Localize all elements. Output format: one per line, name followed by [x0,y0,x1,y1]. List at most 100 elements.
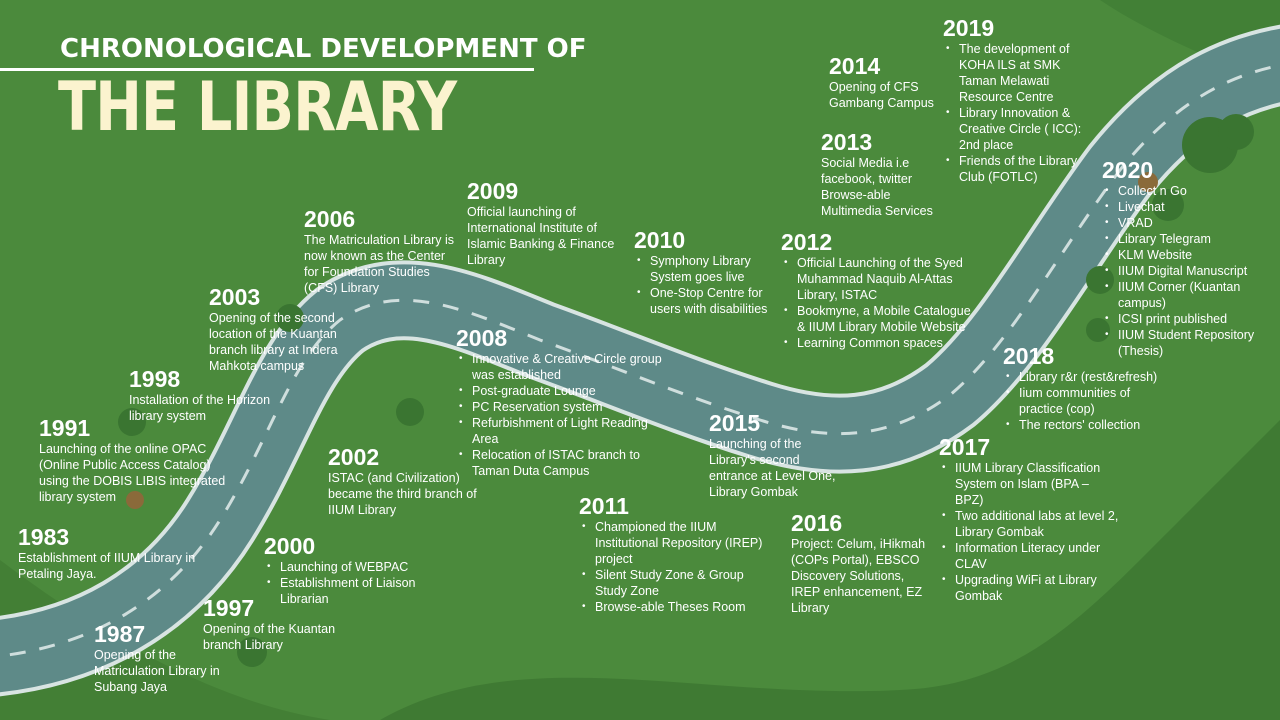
event-item-list: Symphony Library System goes live One-St… [634,253,784,317]
event-item: Launching of WEBPAC [264,559,444,575]
event-year: 2003 [209,284,261,310]
event-year: 2017 [939,434,991,460]
event-item: The development of KOHA ILS at SMK Taman… [943,41,1091,105]
event-year: 2018 [1003,343,1055,369]
event-text: Installation of the Horizon library syst… [129,393,271,423]
event-item: Livechat [1102,199,1262,215]
timeline-event-2018: 2018 Library r&r (rest&refresh) Iium com… [1003,343,1163,433]
event-text: Launching of the online OPAC (Online Pub… [39,442,226,504]
tree [276,304,304,332]
event-year: 2014 [829,53,881,79]
event-year: 2020 [1102,157,1154,183]
event-item: Browse-able Theses Room [579,599,764,615]
event-item: Iium communities of practice (cop) [1003,385,1163,417]
event-year: 2019 [943,15,995,41]
event-text: Opening of CFS Gambang Campus [829,80,934,110]
timeline-event-2015: 2015 Launching of the Library's second e… [709,410,849,500]
event-text: The Matriculation Library is now known a… [304,233,455,295]
grass-patch-shade [0,560,330,720]
event-year: 1998 [129,366,181,392]
event-item: Championed the IIUM Institutional Reposi… [579,519,764,567]
event-item: Upgrading WiFi at Library Gombak [939,572,1119,604]
event-year: 2010 [634,227,686,253]
event-item: Library Innovation & Creative Circle ( I… [943,105,1091,153]
title-line-2: THE LIBRARY [58,68,457,147]
event-text: Establishment of IIUM Library in Petalin… [18,551,196,581]
timeline-event-1998: 1998 Installation of the Horizon library… [129,366,289,424]
event-item-list: Launching of WEBPAC Establishment of Lia… [264,559,444,607]
event-year: 2006 [304,206,356,232]
event-year: 2013 [821,129,873,155]
event-year: 1997 [203,595,255,621]
timeline-event-1983: 1983 Establishment of IIUM Library in Pe… [18,524,198,582]
event-item-list: Official Launching of the Syed Muhammad … [781,255,981,351]
event-item-list: Innovative & Creative Circle group was e… [456,351,671,479]
event-item-list: Championed the IIUM Institutional Reposi… [579,519,764,615]
title-underline [0,68,534,71]
timeline-event-2017: 2017 IIUM Library Classification System … [939,434,1119,604]
event-text: Opening of the Matriculation Library in … [94,648,220,694]
tree [1218,114,1254,150]
event-year: 2011 [579,493,629,519]
event-text: Opening of the Kuantan branch Library [203,622,336,652]
event-item: Two additional labs at level 2, Library … [939,508,1119,540]
event-text: Social Media i.e facebook, twitter Brows… [821,156,933,218]
event-item: VRAD [1102,215,1262,231]
event-text: Official launching of International Inst… [467,205,615,267]
timeline-event-1991: 1991 Launching of the online OPAC (Onlin… [39,415,229,505]
event-item: IIUM Library Classification System on Is… [939,460,1119,508]
event-item-list: The development of KOHA ILS at SMK Taman… [943,41,1091,185]
timeline-event-2019: 2019 The development of KOHA ILS at SMK … [943,15,1091,185]
event-item: Establishment of Liaison Librarian [264,575,444,607]
event-item: Friends of the Library Club (FOTLC) [943,153,1091,185]
timeline-event-2003: 2003 Opening of the second location of t… [209,284,364,374]
event-year: 2016 [791,510,843,536]
event-item-list: Collect n Go Livechat VRAD Library Teleg… [1102,183,1262,359]
event-year: 2008 [456,325,508,351]
event-item: Learning Common spaces [781,335,981,351]
event-item: Symphony Library System goes live [634,253,784,285]
timeline-event-2011: 2011 Championed the IIUM Institutional R… [579,493,764,615]
event-item: The rectors' collection [1003,417,1163,433]
event-year: 1983 [18,524,70,550]
event-item: Innovative & Creative Circle group was e… [456,351,671,383]
event-year: 2002 [328,444,380,470]
event-text: ISTAC (and Civilization) became the thir… [328,471,477,517]
timeline-event-2020: 2020 Collect n Go Livechat VRAD Library … [1102,157,1262,359]
timeline-event-2016: 2016 Project: Celum, iHikmah (COPs Porta… [791,510,936,616]
event-item: PC Reservation system [456,399,671,415]
timeline-event-2002: 2002 ISTAC (and Civilization) became the… [328,444,498,518]
event-item: Collect n Go [1102,183,1262,199]
event-text: Project: Celum, iHikmah (COPs Portal), E… [791,537,926,615]
event-item: Silent Study Zone & Group Study Zone [579,567,764,599]
event-year: 1987 [94,621,146,647]
event-text: Opening of the second location of the Ku… [209,311,338,373]
tree [118,408,146,436]
event-year: 2012 [781,229,833,255]
event-item: Library r&r (rest&refresh) [1003,369,1163,385]
event-item-list: Library r&r (rest&refresh) Iium communit… [1003,369,1163,433]
timeline-event-2000: 2000 Launching of WEBPAC Establishment o… [264,533,444,607]
timeline-event-1987: 1987 Opening of the Matriculation Librar… [94,621,234,695]
event-item: Post-graduate Lounge [456,383,671,399]
timeline-event-2006: 2006 The Matriculation Library is now kn… [304,206,459,296]
timeline-event-2012: 2012 Official Launching of the Syed Muha… [781,229,981,351]
event-year: 1991 [39,415,91,441]
grass-patch-shade [380,420,1280,720]
event-item: Relocation of ISTAC branch to Taman Duta… [456,447,671,479]
event-item: IIUM Corner (Kuantan campus) [1102,279,1262,311]
event-year: 2000 [264,533,316,559]
event-item: Library Telegram [1102,231,1262,247]
event-text: Launching of the Library's second entran… [709,437,836,499]
event-item: Information Literacy under CLAV [939,540,1119,572]
timeline-event-2009: 2009 Official launching of International… [467,178,632,268]
timeline-event-2008: 2008 Innovative & Creative Circle group … [456,325,671,479]
title-line-1: CHRONOLOGICAL DEVELOPMENT OF [60,34,587,64]
event-year: 2009 [467,178,519,204]
event-item: IIUM Digital Manuscript [1102,263,1262,279]
event-year: 2015 [709,410,761,436]
event-item: Refurbishment of Light Reading Area [456,415,671,447]
event-item: Official Launching of the Syed Muhammad … [781,255,981,303]
tree [237,637,267,667]
tree-trunk-marker [126,491,144,509]
